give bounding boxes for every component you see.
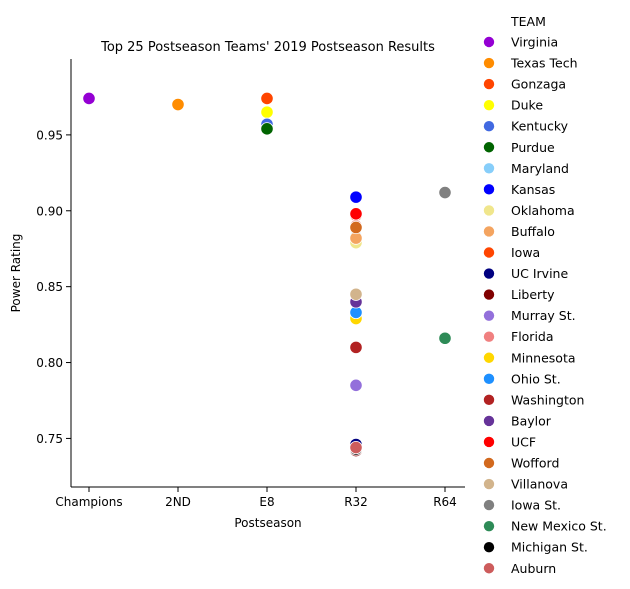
legend-label: New Mexico St. xyxy=(511,519,607,534)
legend-label: Kansas xyxy=(511,182,555,197)
legend-marker xyxy=(483,310,495,321)
legend-marker xyxy=(483,78,495,90)
y-tick-label: 0.90 xyxy=(36,204,63,218)
legend-label: Michigan St. xyxy=(511,540,588,555)
legend-label: Purdue xyxy=(511,140,555,155)
legend-label: Oklahoma xyxy=(511,203,575,218)
x-tick-label: Champions xyxy=(55,495,122,509)
legend-label: Buffalo xyxy=(511,224,555,239)
y-axis-label: Power Rating xyxy=(9,234,23,313)
y-tick-label: 0.80 xyxy=(36,356,63,370)
legend-label: Virginia xyxy=(511,35,558,50)
x-axis-ticks: Champions 2ND E8 R32 R64 xyxy=(55,487,457,509)
legend-marker xyxy=(483,184,495,195)
legend-marker xyxy=(483,57,495,69)
legend-label: Kentucky xyxy=(511,119,569,134)
legend-label: Maryland xyxy=(511,161,569,176)
legend-label: Gonzaga xyxy=(511,77,566,92)
legend-marker xyxy=(483,99,495,111)
legend-marker xyxy=(483,520,495,532)
legend-label: Washington xyxy=(511,392,584,407)
legend-marker xyxy=(483,394,495,406)
legend-marker xyxy=(483,415,495,427)
legend-label: Ohio St. xyxy=(511,371,561,386)
legend-label: Duke xyxy=(511,98,543,113)
x-tick-label: R32 xyxy=(344,495,368,509)
data-point xyxy=(260,105,274,119)
data-point xyxy=(438,185,452,200)
data-point xyxy=(349,378,363,392)
legend-marker xyxy=(483,268,495,279)
legend-marker xyxy=(483,121,495,132)
data-point xyxy=(260,122,274,136)
data-point xyxy=(349,440,363,455)
legend-marker xyxy=(483,563,495,574)
legend-marker xyxy=(483,289,495,300)
data-point xyxy=(349,287,363,301)
data-point xyxy=(82,91,96,106)
legend-marker xyxy=(483,163,495,174)
legend: TEAM Virginia Texas Tech Gonzaga Duke Kentuc… xyxy=(483,14,607,576)
y-tick-label: 0.85 xyxy=(36,280,63,294)
legend-marker xyxy=(483,436,495,448)
legend-label: Texas Tech xyxy=(510,56,578,71)
data-point xyxy=(349,340,363,354)
legend-label: Baylor xyxy=(511,413,552,428)
data-point xyxy=(349,207,363,221)
x-tick-label: 2ND xyxy=(165,495,191,509)
legend-marker xyxy=(483,142,495,153)
x-tick-label: R64 xyxy=(433,495,457,509)
legend-label: Murray St. xyxy=(511,308,576,323)
data-point xyxy=(260,91,274,106)
legend-marker xyxy=(483,247,495,258)
legend-marker xyxy=(483,352,495,363)
x-tick-label: E8 xyxy=(259,495,274,509)
plot-area: 0.75 0.80 0.85 0.90 0.95 Champions 2ND E8 R32 R6… xyxy=(36,59,465,509)
y-tick-label: 0.75 xyxy=(36,432,63,446)
legend-label: Iowa xyxy=(511,245,540,260)
legend-marker xyxy=(483,36,495,48)
legend-label: Auburn xyxy=(511,561,556,576)
legend-marker xyxy=(483,499,495,511)
data-points xyxy=(82,91,452,458)
y-axis-ticks: 0.75 0.80 0.85 0.90 0.95 xyxy=(36,128,71,446)
legend-title: TEAM xyxy=(510,14,546,29)
legend-label: Iowa St. xyxy=(511,498,561,513)
legend-label: Wofford xyxy=(511,456,559,471)
data-point xyxy=(349,190,363,204)
legend-marker xyxy=(483,457,495,469)
legend-items: Virginia Texas Tech Gonzaga Duke Kentucky Pur… xyxy=(483,35,607,576)
legend-label: Villanova xyxy=(511,477,568,492)
data-point xyxy=(349,220,363,235)
y-tick-label: 0.95 xyxy=(36,128,63,142)
data-point xyxy=(171,97,185,112)
legend-marker xyxy=(483,373,495,384)
legend-label: Liberty xyxy=(511,287,555,302)
legend-marker xyxy=(483,478,495,490)
legend-label: Florida xyxy=(511,329,554,344)
legend-label: UCF xyxy=(511,434,536,449)
legend-marker xyxy=(483,226,495,237)
x-axis-label: Postseason xyxy=(234,516,301,530)
data-point xyxy=(438,331,452,345)
chart-title: Top 25 Postseason Teams' 2019 Postseason… xyxy=(100,40,435,55)
legend-label: Minnesota xyxy=(511,350,576,365)
legend-marker xyxy=(483,205,495,216)
legend-marker xyxy=(483,331,495,342)
legend-label: UC Irvine xyxy=(511,266,568,281)
legend-marker xyxy=(483,542,495,553)
